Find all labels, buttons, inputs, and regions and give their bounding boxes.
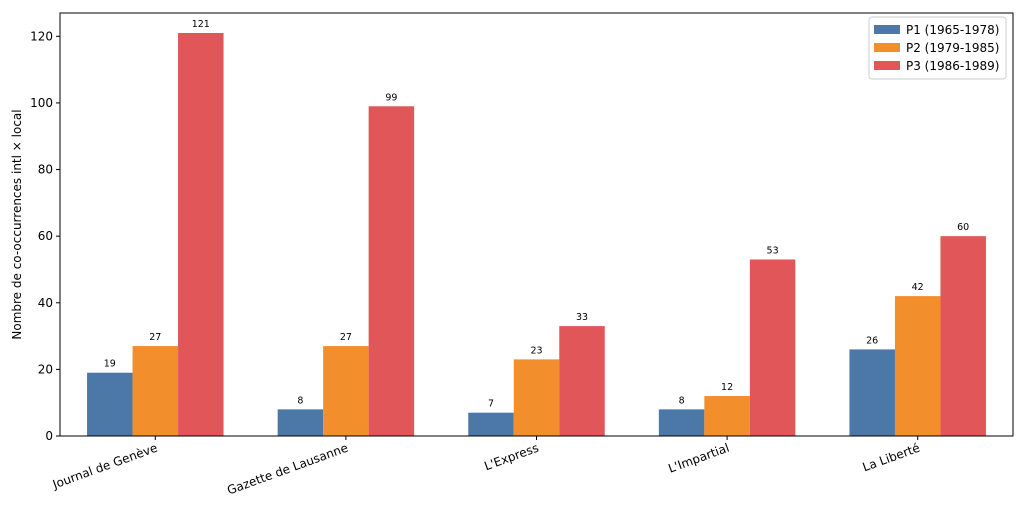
bar — [178, 32, 224, 436]
y-tick-label: 60 — [38, 229, 53, 243]
bar-value-label: 26 — [866, 335, 878, 346]
legend-label: P2 (1979-1985) — [906, 41, 999, 55]
bar-value-label: 121 — [192, 19, 210, 30]
bar — [849, 349, 895, 436]
bar-value-label: 33 — [576, 312, 588, 323]
bar-value-label: 53 — [767, 245, 779, 256]
bar — [132, 346, 179, 436]
y-tick-label: 80 — [38, 163, 53, 177]
legend-label: P1 (1965-1978) — [906, 23, 999, 37]
y-axis: 0 20 40 60 80 100 120 — [30, 29, 60, 443]
bars-layer — [87, 32, 986, 437]
legend: P1 (1965-1978) P2 (1979-1985) P3 (1986-198… — [868, 16, 1007, 80]
bar — [513, 359, 560, 436]
x-tick-label: La Liberté — [861, 441, 922, 475]
bar-value-label: 42 — [912, 282, 924, 293]
bar — [559, 326, 605, 436]
legend-swatch — [874, 61, 900, 70]
x-axis: Journal de Genève Gazette de Lausanne L'Ex… — [50, 436, 922, 497]
bar — [894, 296, 941, 436]
y-tick-label: 40 — [38, 296, 53, 310]
bar — [940, 236, 986, 436]
bar — [468, 412, 514, 436]
bar-value-label: 19 — [104, 359, 116, 370]
x-tick-label: Gazette de Lausanne — [225, 441, 350, 498]
bar-value-label: 27 — [340, 332, 352, 343]
x-tick-label: L'Impartial — [666, 441, 731, 476]
bar — [87, 372, 133, 436]
bar — [368, 106, 415, 437]
bar-value-label: 8 — [679, 395, 685, 406]
bar-value-label: 7 — [488, 399, 494, 410]
x-tick-label: Journal de Genève — [50, 441, 159, 492]
y-tick-label: 20 — [38, 362, 53, 376]
plot-frame — [59, 12, 1014, 437]
bar-value-label: 23 — [530, 345, 542, 356]
legend-box — [868, 16, 1007, 80]
data-labels-layer: 19 27 121 8 27 99 7 23 33 8 12 53 26 42 60 — [104, 19, 969, 410]
bar-value-label: 99 — [385, 92, 397, 103]
bar — [323, 346, 369, 436]
y-tick-label: 100 — [30, 96, 53, 110]
bar-value-label: 60 — [957, 222, 969, 233]
bar-value-label: 27 — [149, 332, 161, 343]
y-tick-label: 120 — [30, 29, 53, 43]
bar — [277, 409, 324, 436]
legend-label: P3 (1986-1989) — [906, 59, 999, 73]
legend-swatch — [874, 43, 900, 52]
bar-value-label: 12 — [721, 382, 733, 393]
bar — [704, 396, 750, 436]
legend-swatch — [874, 25, 900, 34]
x-tick-label: L'Express — [482, 441, 540, 474]
y-axis-title: Nombre de co-occurrences intl × local — [10, 109, 24, 339]
bar-value-label: 8 — [297, 395, 303, 406]
bar — [658, 409, 705, 436]
bar — [749, 259, 796, 436]
y-tick-label: 0 — [45, 429, 53, 443]
